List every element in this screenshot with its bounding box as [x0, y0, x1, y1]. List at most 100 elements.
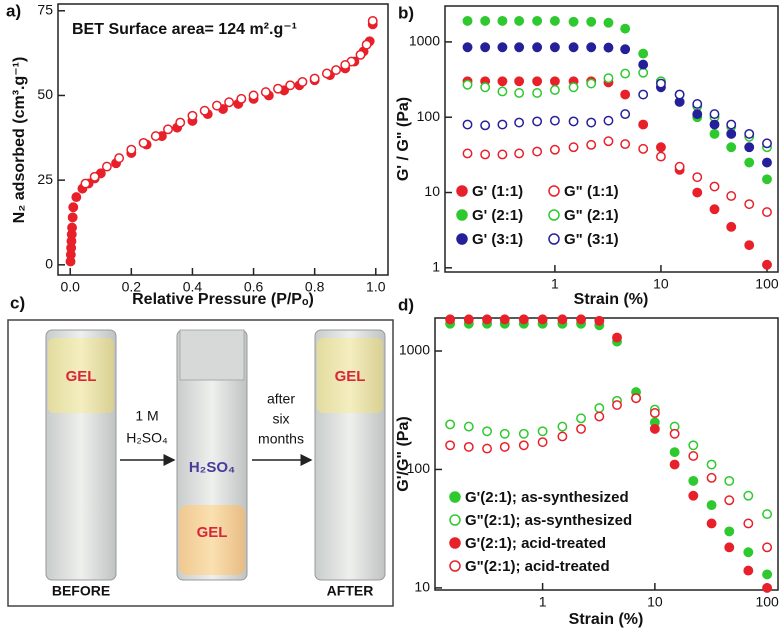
point — [497, 76, 508, 87]
x-axis-label: Relative Pressure (P/Pₒ) — [132, 291, 314, 308]
point — [762, 138, 772, 149]
point — [576, 413, 586, 424]
point — [743, 490, 754, 501]
point — [603, 136, 614, 147]
point — [726, 128, 737, 139]
point — [724, 526, 735, 537]
point — [285, 80, 296, 91]
x-tick-label: 100 — [755, 594, 779, 610]
point — [692, 99, 703, 109]
step-text: six — [272, 411, 289, 427]
point — [80, 178, 91, 189]
point — [532, 146, 543, 157]
point — [620, 109, 631, 120]
legend-label: G"(2:1); as-synthesized — [465, 512, 632, 529]
point — [586, 16, 597, 27]
point — [744, 142, 755, 153]
point — [260, 87, 271, 98]
caption: AFTER — [327, 583, 374, 599]
point — [67, 212, 78, 223]
legend-marker — [456, 233, 468, 245]
point — [603, 42, 614, 53]
point — [568, 142, 579, 153]
x-tick-label: 1 — [539, 594, 547, 610]
point — [321, 68, 332, 79]
point — [537, 426, 548, 437]
point — [309, 73, 320, 84]
legend-marker — [548, 209, 560, 221]
point — [762, 157, 772, 168]
legend-label: G' (2:1) — [472, 207, 523, 224]
legend-label: G'(2:1); acid-treated — [465, 535, 606, 552]
point — [649, 423, 660, 434]
point — [499, 314, 510, 325]
point — [211, 100, 222, 111]
point — [620, 44, 631, 55]
point — [463, 314, 474, 325]
panel-label: d) — [398, 295, 414, 314]
point — [688, 490, 699, 501]
point — [603, 115, 614, 126]
x-tick-label: 0.6 — [244, 279, 264, 295]
point — [532, 42, 543, 53]
point — [692, 172, 703, 183]
point — [674, 161, 685, 172]
legend-marker — [456, 209, 468, 221]
point — [199, 105, 210, 116]
legend-label: G"(2:1); acid-treated — [465, 558, 610, 575]
point — [762, 509, 773, 520]
point — [620, 68, 631, 79]
point — [499, 428, 510, 439]
point — [743, 565, 754, 576]
point — [549, 115, 560, 126]
point — [576, 314, 586, 325]
point — [549, 76, 560, 87]
point — [568, 16, 579, 27]
point — [549, 15, 560, 26]
point — [462, 119, 473, 130]
point — [724, 475, 735, 486]
point — [688, 440, 699, 451]
point — [762, 542, 773, 553]
point — [361, 39, 372, 50]
legend-marker — [548, 185, 560, 197]
point — [557, 314, 568, 325]
y-tick-label: 100 — [407, 460, 431, 476]
x-tick-label: 10 — [653, 276, 669, 292]
point — [576, 423, 586, 434]
point — [706, 472, 717, 483]
point — [744, 128, 755, 139]
point — [638, 48, 649, 59]
point — [497, 86, 508, 97]
y-tick-label: 75 — [37, 1, 53, 17]
x-tick-label: 100 — [755, 276, 779, 292]
point — [620, 89, 631, 100]
chart: 1 10 100 1 10 100 1000 G' (1:1) G" (1:1) G' (2:1)… — [395, 3, 779, 308]
point — [743, 547, 754, 558]
x-tick-label: 0.8 — [305, 279, 325, 295]
point — [68, 202, 79, 213]
point — [463, 441, 474, 452]
step-text: after — [267, 391, 295, 407]
point — [497, 42, 508, 53]
point — [514, 88, 525, 98]
point — [762, 569, 773, 580]
point — [709, 128, 720, 139]
point — [726, 191, 737, 201]
point — [568, 42, 579, 53]
point — [480, 120, 491, 131]
point — [482, 314, 493, 325]
plot-frame — [444, 5, 779, 273]
point — [706, 459, 717, 470]
y-axis-label: G' / G" (Pa) — [395, 97, 412, 181]
point — [150, 131, 161, 142]
legend-marker — [449, 514, 461, 526]
point — [138, 137, 149, 148]
point — [568, 116, 579, 127]
vial-label: GEL — [335, 368, 366, 385]
point — [620, 23, 631, 34]
point — [706, 518, 717, 529]
step-text: 1 M — [135, 408, 158, 424]
point — [126, 144, 137, 155]
point — [236, 93, 247, 104]
